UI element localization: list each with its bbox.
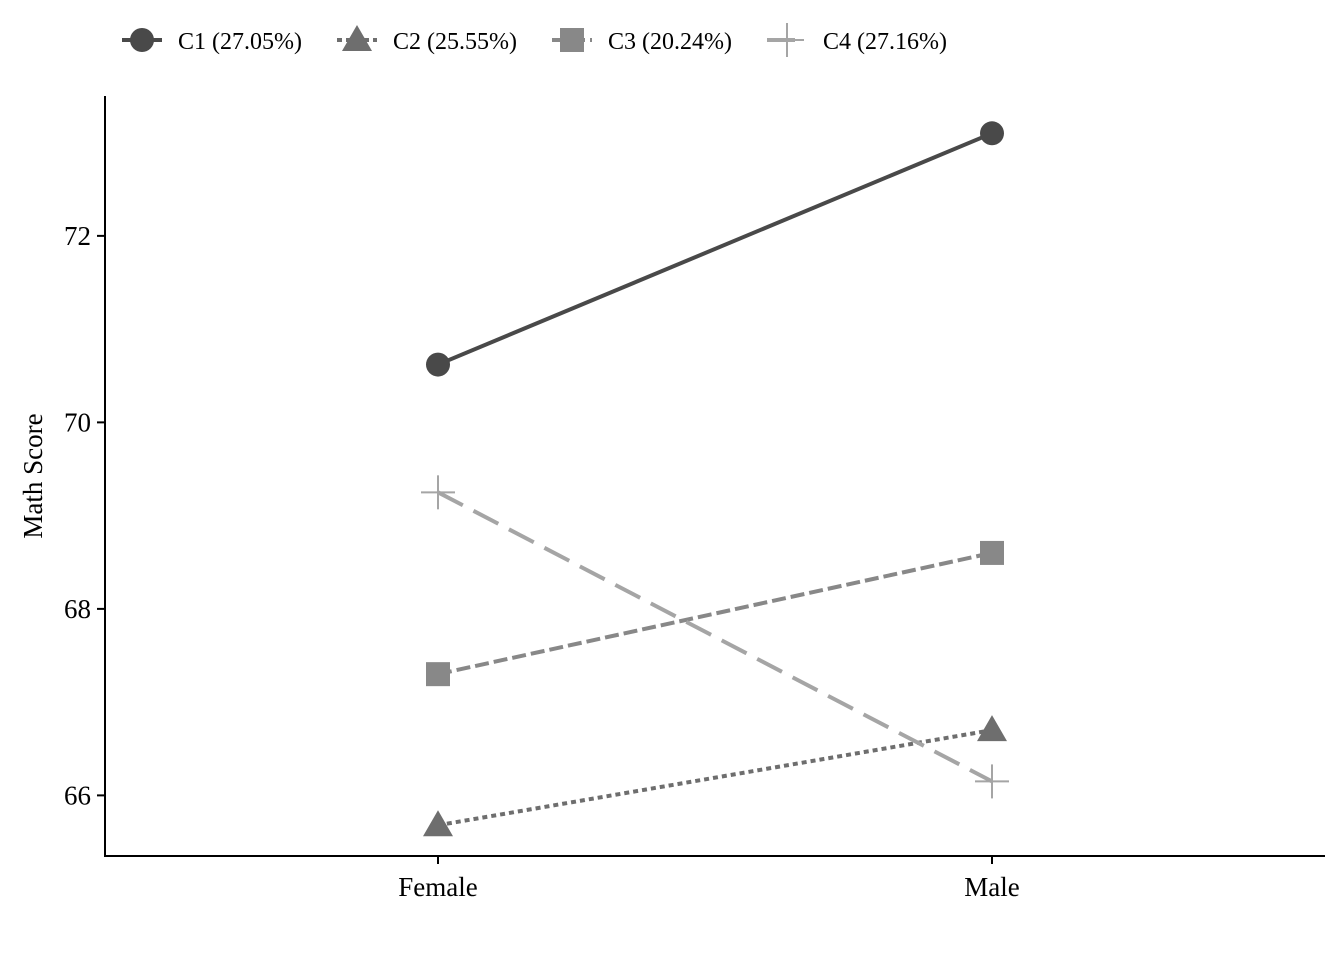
series-3 xyxy=(426,540,1004,687)
series-layer xyxy=(421,121,1009,837)
legend-marker xyxy=(130,28,154,52)
legend-marker xyxy=(342,25,372,51)
legend-label: C3 (20.24%) xyxy=(608,29,732,55)
x-ticks: Female Male xyxy=(398,856,1020,902)
series-4 xyxy=(421,475,1009,799)
series-1 xyxy=(426,121,1004,377)
x-tick-label: Female xyxy=(398,872,477,902)
data-point xyxy=(426,352,450,377)
y-tick-label: 70 xyxy=(64,407,91,437)
series-line xyxy=(437,550,993,677)
y-axis-title: Math Score xyxy=(18,413,48,538)
y-tick-label: 68 xyxy=(64,594,91,624)
legend-marker xyxy=(560,28,584,52)
legend-label: C4 (27.16%) xyxy=(823,29,947,55)
series-line xyxy=(437,490,993,784)
series-2 xyxy=(423,715,1007,837)
data-point xyxy=(426,662,450,687)
legend-item: C4 (27.16%) xyxy=(767,23,947,57)
data-point xyxy=(423,810,453,837)
legend-label: C1 (27.05%) xyxy=(178,29,302,55)
data-point xyxy=(980,540,1004,565)
y-tick-label: 66 xyxy=(64,780,91,810)
axes: 66 68 70 72 Female Male Math Score xyxy=(18,96,1325,902)
legend: C1 (27.05%) C2 (25.55%) C3 (20.24%) C4 (27.… xyxy=(122,23,947,57)
x-tick-label: Male xyxy=(964,872,1019,902)
legend-label: C2 (25.55%) xyxy=(393,29,517,55)
legend-item: C3 (20.24%) xyxy=(552,28,732,55)
data-point xyxy=(980,121,1004,146)
legend-item: C1 (27.05%) xyxy=(122,28,302,55)
series-line xyxy=(437,728,993,828)
legend-marker xyxy=(770,23,804,57)
series-line xyxy=(437,131,993,367)
data-point xyxy=(421,475,455,510)
legend-item: C2 (25.55%) xyxy=(337,25,517,55)
data-point xyxy=(977,715,1007,742)
data-point xyxy=(975,764,1009,799)
y-ticks: 66 68 70 72 xyxy=(64,221,105,810)
y-tick-label: 72 xyxy=(64,221,91,251)
